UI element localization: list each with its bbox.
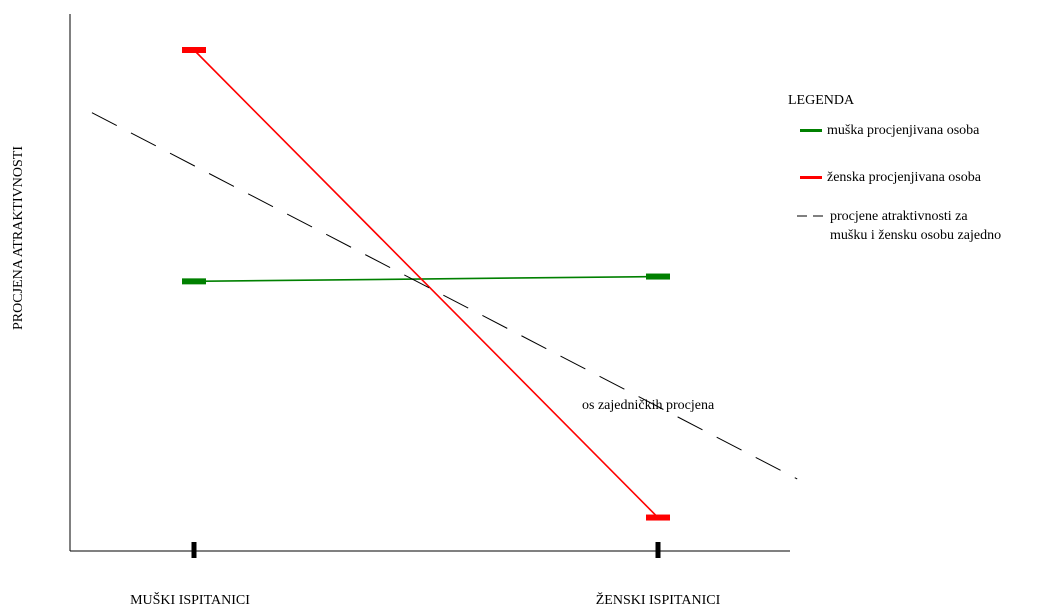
series-2 <box>91 112 798 480</box>
series-1 <box>182 47 670 521</box>
legend-label-2-line-0: procjene atraktivnosti za <box>830 209 968 224</box>
legend-swatch-1 <box>800 176 822 179</box>
series-layer <box>91 47 798 521</box>
x-tick-0 <box>191 542 197 558</box>
series-line <box>193 49 659 519</box>
series-0-point-0 <box>182 278 206 285</box>
series-0 <box>182 273 670 285</box>
legend-swatch-0 <box>800 129 822 132</box>
series-1-point-0 <box>182 47 206 53</box>
x-tick-label-1: ŽENSKI ISPITANICI <box>596 591 721 608</box>
series-line <box>193 275 659 283</box>
series-0-point-1 <box>646 273 670 280</box>
legend-label-1: ženska procjenjivana osoba <box>827 170 982 185</box>
labels: MUŠKI ISPITANICI ŽENSKI ISPITANICI PROCJEN… <box>11 146 721 608</box>
legend-title: LEGENDA <box>788 93 855 108</box>
x-tick-label-0: MUŠKI ISPITANICI <box>130 591 250 608</box>
legend-label-0: muška procjenjivana osoba <box>827 123 980 138</box>
x-tick-1 <box>655 542 661 558</box>
legend-label-2-line-1: mušku i žensku osobu zajedno <box>830 228 1001 243</box>
legend: LEGENDA muška procjenjivana osoba ženska p… <box>788 93 1001 243</box>
series-1-point-1 <box>646 514 670 521</box>
annotation-0: os zajedničkih procjena <box>582 398 715 413</box>
y-axis-label: PROCJENA ATRAKTIVNOSTI <box>11 146 26 330</box>
series-line-dashed <box>91 112 798 480</box>
axes <box>69 14 790 558</box>
